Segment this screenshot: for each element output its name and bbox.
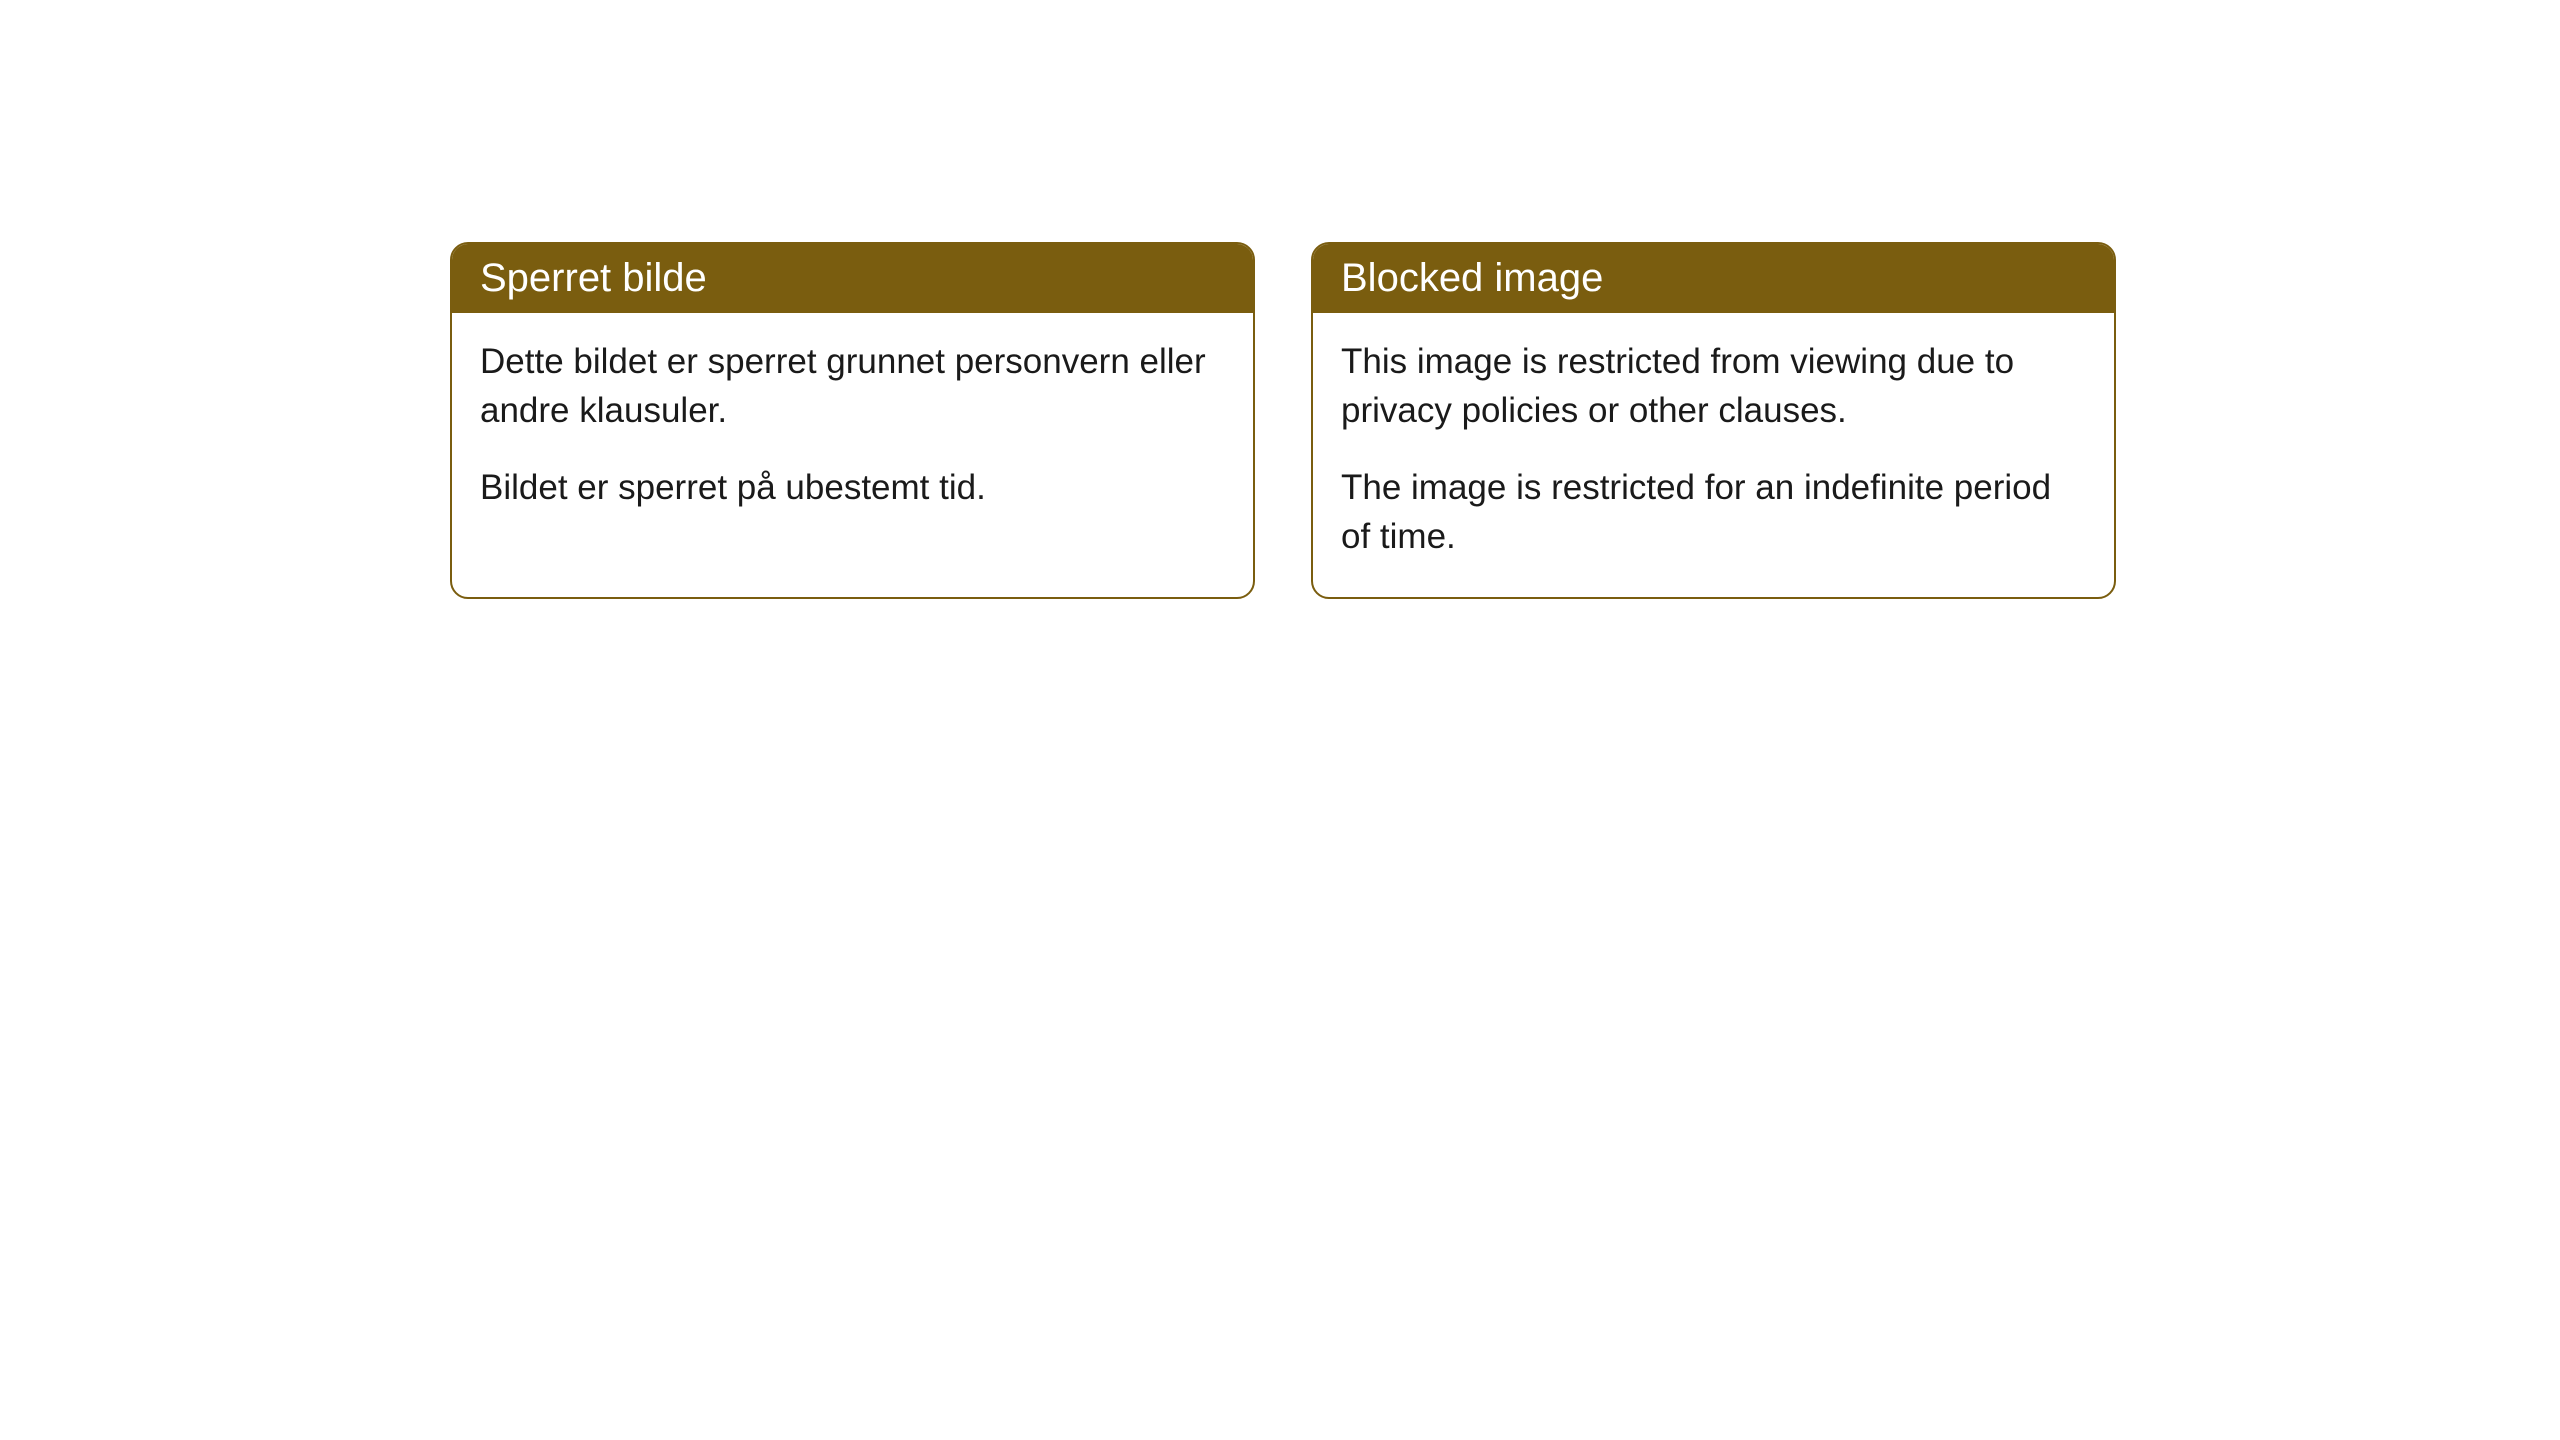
card-paragraph: This image is restricted from viewing du… [1341,337,2086,435]
notice-cards-container: Sperret bilde Dette bildet er sperret gr… [450,242,2116,599]
card-body-english: This image is restricted from viewing du… [1313,313,2114,597]
card-paragraph: The image is restricted for an indefinit… [1341,463,2086,561]
card-title: Blocked image [1341,256,1603,300]
notice-card-norwegian: Sperret bilde Dette bildet er sperret gr… [450,242,1255,599]
card-title: Sperret bilde [480,256,707,300]
card-body-norwegian: Dette bildet er sperret grunnet personve… [452,313,1253,548]
card-paragraph: Bildet er sperret på ubestemt tid. [480,463,1225,512]
card-header-norwegian: Sperret bilde [452,244,1253,313]
notice-card-english: Blocked image This image is restricted f… [1311,242,2116,599]
card-header-english: Blocked image [1313,244,2114,313]
card-paragraph: Dette bildet er sperret grunnet personve… [480,337,1225,435]
